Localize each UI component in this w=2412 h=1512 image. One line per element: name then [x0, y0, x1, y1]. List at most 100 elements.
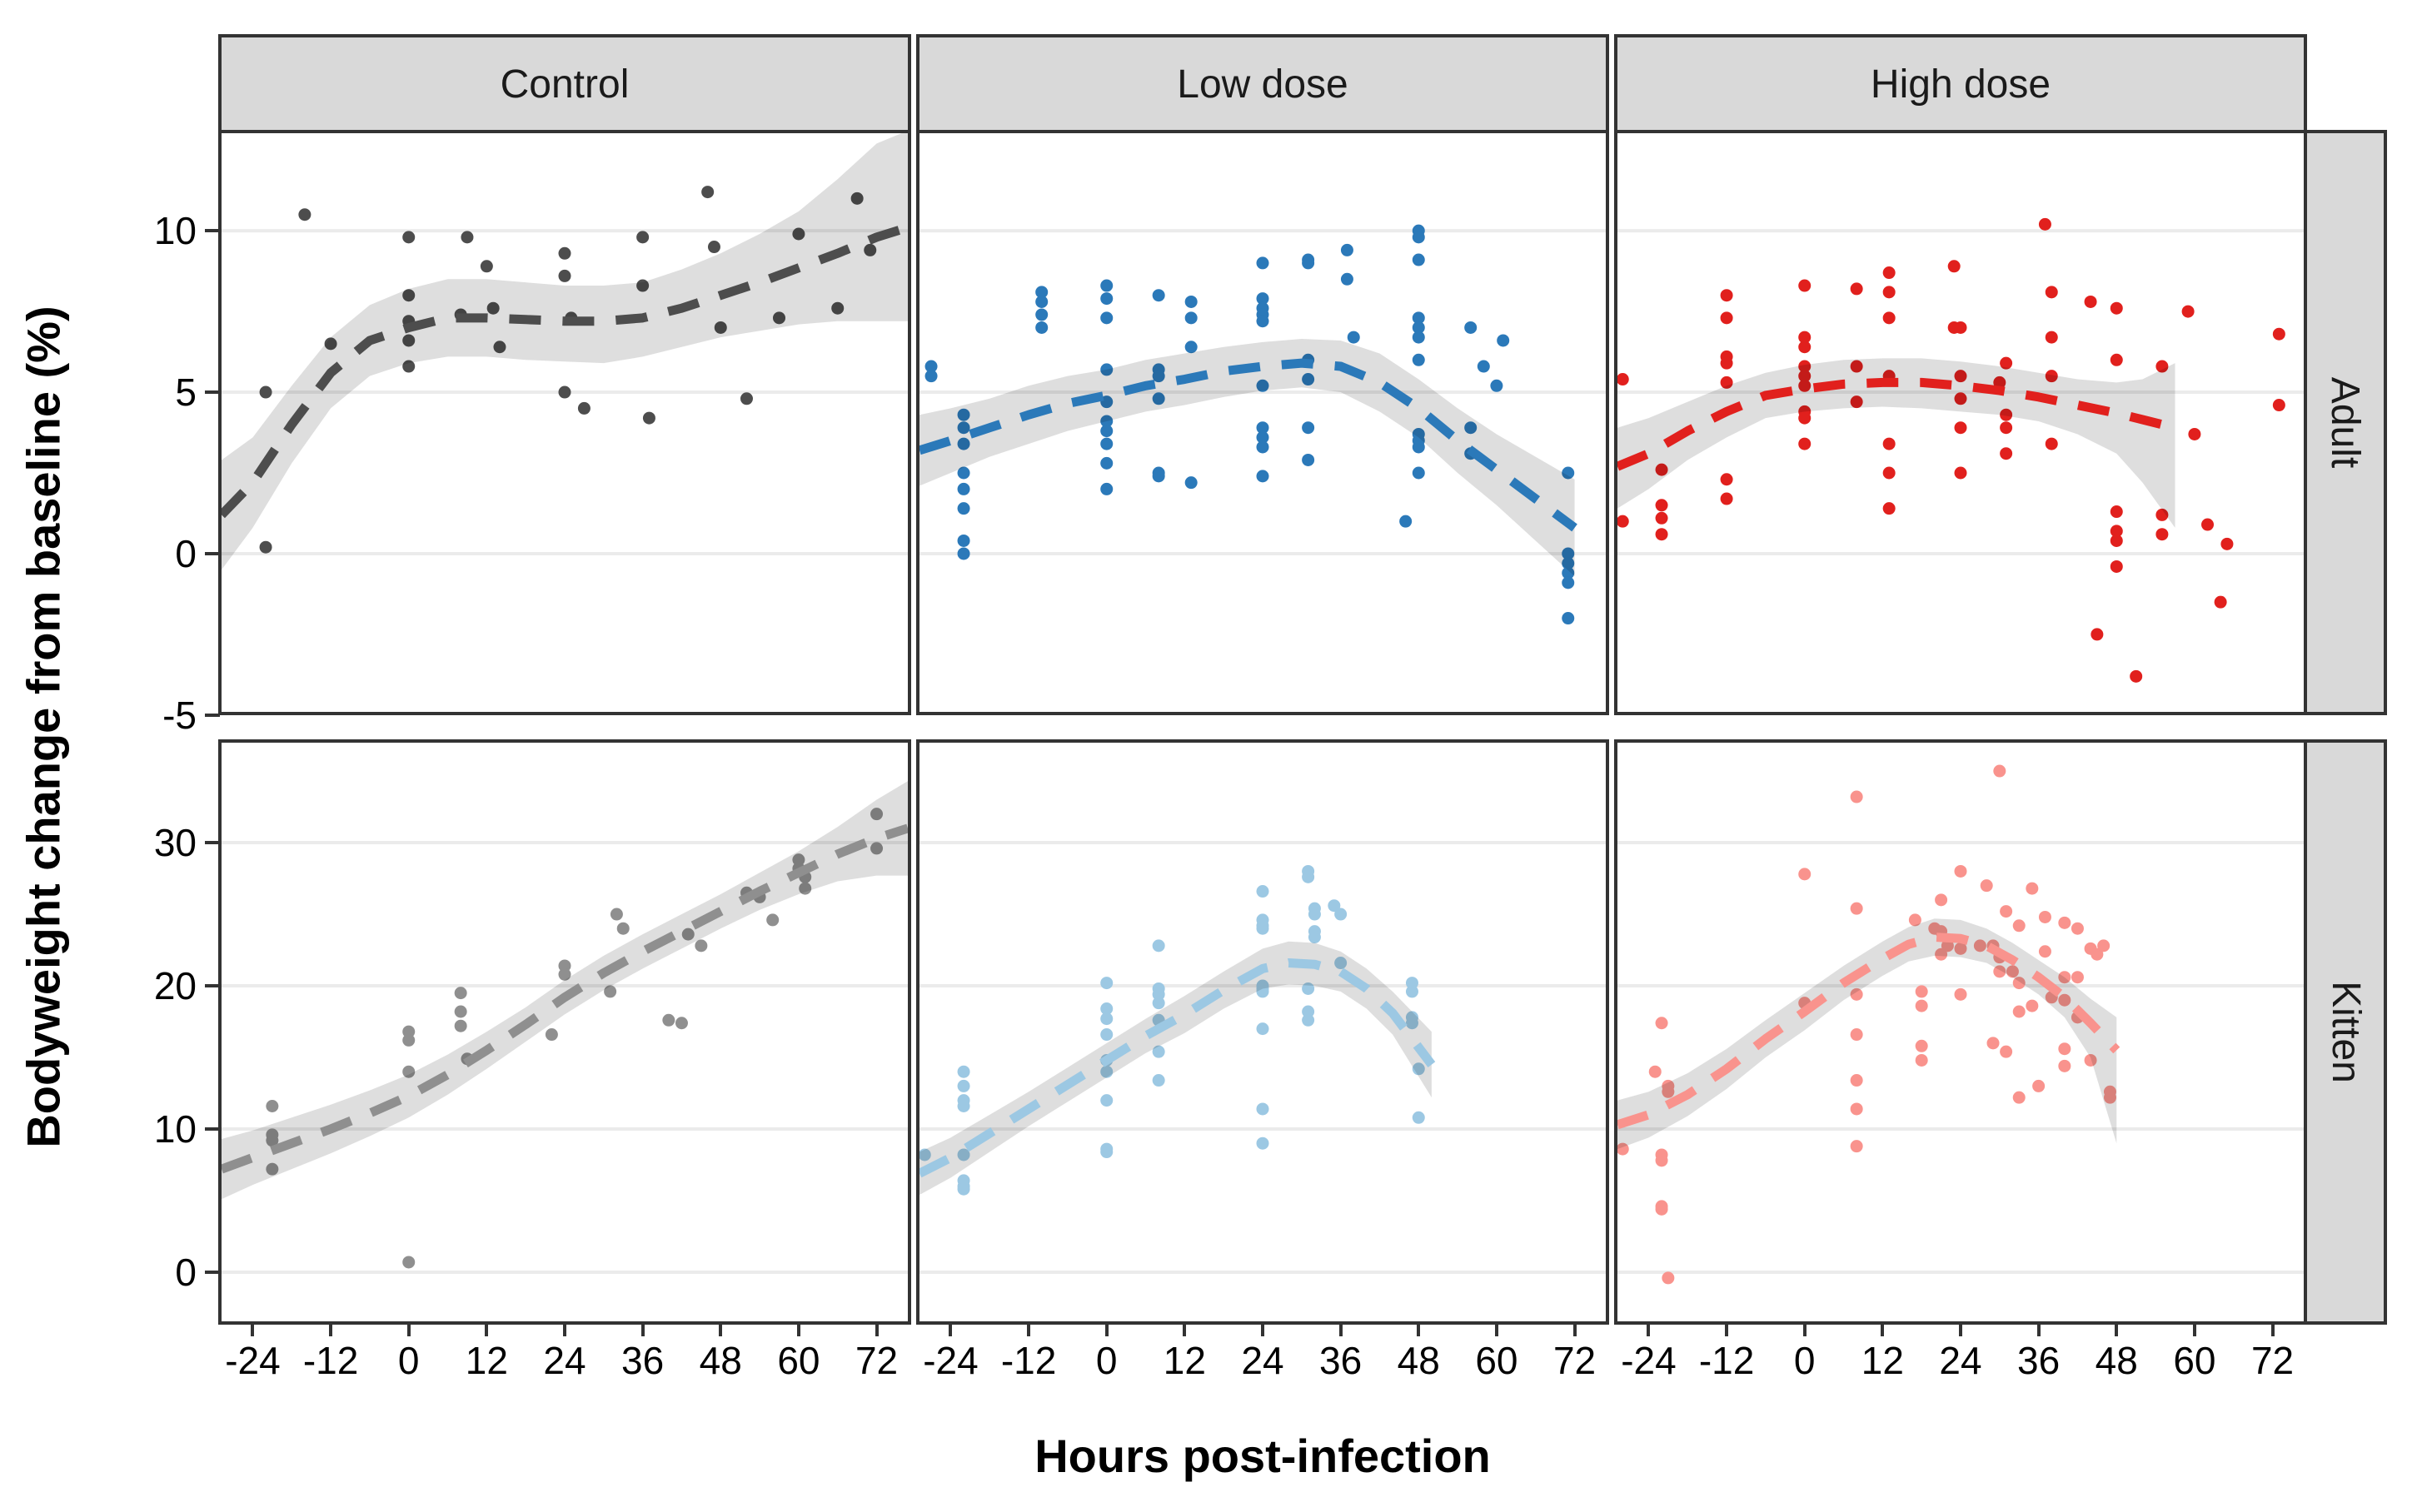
data-point — [681, 928, 695, 941]
x-tick-mark — [1802, 1321, 1807, 1336]
data-point — [1256, 922, 1269, 935]
data-point — [2188, 427, 2201, 440]
data-point — [957, 1079, 970, 1092]
panel-adult-high-dose — [1614, 130, 2307, 715]
data-point — [714, 321, 727, 334]
data-point — [1152, 392, 1165, 405]
x-tick-label: 12 — [1163, 1339, 1206, 1382]
x-tick-mark — [485, 1321, 489, 1336]
data-point — [1562, 547, 1575, 560]
data-point — [636, 279, 650, 292]
data-point — [577, 401, 591, 415]
data-point — [1954, 421, 1967, 435]
data-point — [957, 1182, 970, 1196]
data-point — [642, 411, 655, 425]
data-point — [2006, 965, 2019, 978]
x-tick-mark — [2192, 1321, 2196, 1336]
data-point — [604, 985, 617, 998]
data-point — [1302, 373, 1315, 386]
data-point — [480, 260, 493, 273]
x-tick-label: 0 — [1095, 1339, 1118, 1382]
data-point — [1256, 315, 1269, 328]
data-point — [1184, 341, 1198, 354]
data-point — [402, 1065, 416, 1078]
panel-canvas — [1617, 217, 2304, 683]
data-point — [957, 482, 970, 495]
data-point — [1935, 893, 1948, 907]
data-point — [1850, 1074, 1863, 1087]
data-point — [1798, 379, 1811, 392]
x-tick-mark — [1647, 1321, 1651, 1336]
data-point — [1100, 415, 1114, 428]
data-point — [1412, 1111, 1425, 1124]
data-point — [1882, 266, 1896, 280]
data-point — [1850, 395, 1863, 409]
x-tick-mark — [1027, 1321, 1031, 1336]
smooth-line — [1617, 933, 2120, 1130]
y-tick-mark — [205, 984, 220, 988]
data-point — [2155, 360, 2169, 373]
data-point — [1308, 908, 1321, 921]
y-tick-mark — [205, 390, 220, 395]
data-point — [2058, 993, 2071, 1007]
data-point — [558, 246, 571, 260]
data-point — [1405, 977, 1418, 990]
facet-strip-label: Control — [500, 62, 630, 107]
x-tick-label: -12 — [302, 1339, 359, 1382]
data-point — [1256, 985, 1269, 998]
data-point — [2091, 628, 2104, 641]
data-point — [1256, 430, 1269, 444]
data-point — [1100, 1094, 1114, 1107]
data-point — [1655, 1017, 1668, 1030]
data-point — [2097, 939, 2110, 952]
x-tick-label: 60 — [777, 1339, 820, 1382]
data-point — [1100, 1146, 1114, 1159]
data-point — [1100, 1028, 1114, 1042]
y-tick-label: 0 — [175, 1251, 197, 1294]
data-point — [1399, 515, 1413, 528]
data-point — [792, 853, 805, 867]
x-tick-mark — [640, 1321, 645, 1336]
x-tick-mark — [2270, 1321, 2275, 1336]
data-point — [957, 466, 970, 480]
data-point — [1850, 987, 1863, 1001]
data-point — [402, 334, 416, 347]
data-point — [957, 1065, 970, 1078]
data-point — [1655, 511, 1668, 525]
x-tick-label: 72 — [2250, 1339, 2295, 1382]
data-point — [2181, 305, 2195, 318]
data-point — [675, 1017, 688, 1030]
x-tick-label: 12 — [465, 1339, 508, 1382]
data-point — [1035, 308, 1049, 321]
data-point — [2220, 537, 2234, 550]
x-tick-mark — [1261, 1321, 1264, 1336]
data-point — [1617, 515, 1629, 528]
data-point — [2038, 217, 2051, 231]
data-point — [1798, 360, 1811, 373]
data-point — [1100, 1065, 1114, 1078]
data-point — [1850, 360, 1863, 373]
data-point — [1302, 421, 1315, 435]
x-tick-mark — [875, 1321, 879, 1336]
smooth-line — [919, 358, 1577, 532]
x-tick-mark — [1417, 1321, 1421, 1336]
data-point — [493, 341, 506, 354]
x-tick-label: -12 — [1000, 1339, 1057, 1382]
data-point — [2084, 295, 2097, 308]
data-point — [486, 301, 500, 315]
x-tick-label: 36 — [621, 1339, 665, 1382]
panel-adult-low-dose — [916, 130, 1609, 715]
data-point — [1915, 985, 1928, 998]
data-point — [1986, 1037, 2000, 1050]
y-tick-label: 10 — [153, 209, 197, 253]
data-point — [957, 408, 970, 421]
data-point — [2012, 919, 2026, 933]
data-point — [1256, 1136, 1269, 1150]
data-point — [1412, 321, 1425, 334]
x-tick-label: 48 — [2095, 1339, 2138, 1382]
data-point — [1655, 499, 1668, 512]
data-point — [1915, 999, 1928, 1012]
x-tick-mark — [1494, 1321, 1498, 1336]
data-point — [1256, 256, 1269, 270]
data-point — [1412, 311, 1425, 325]
